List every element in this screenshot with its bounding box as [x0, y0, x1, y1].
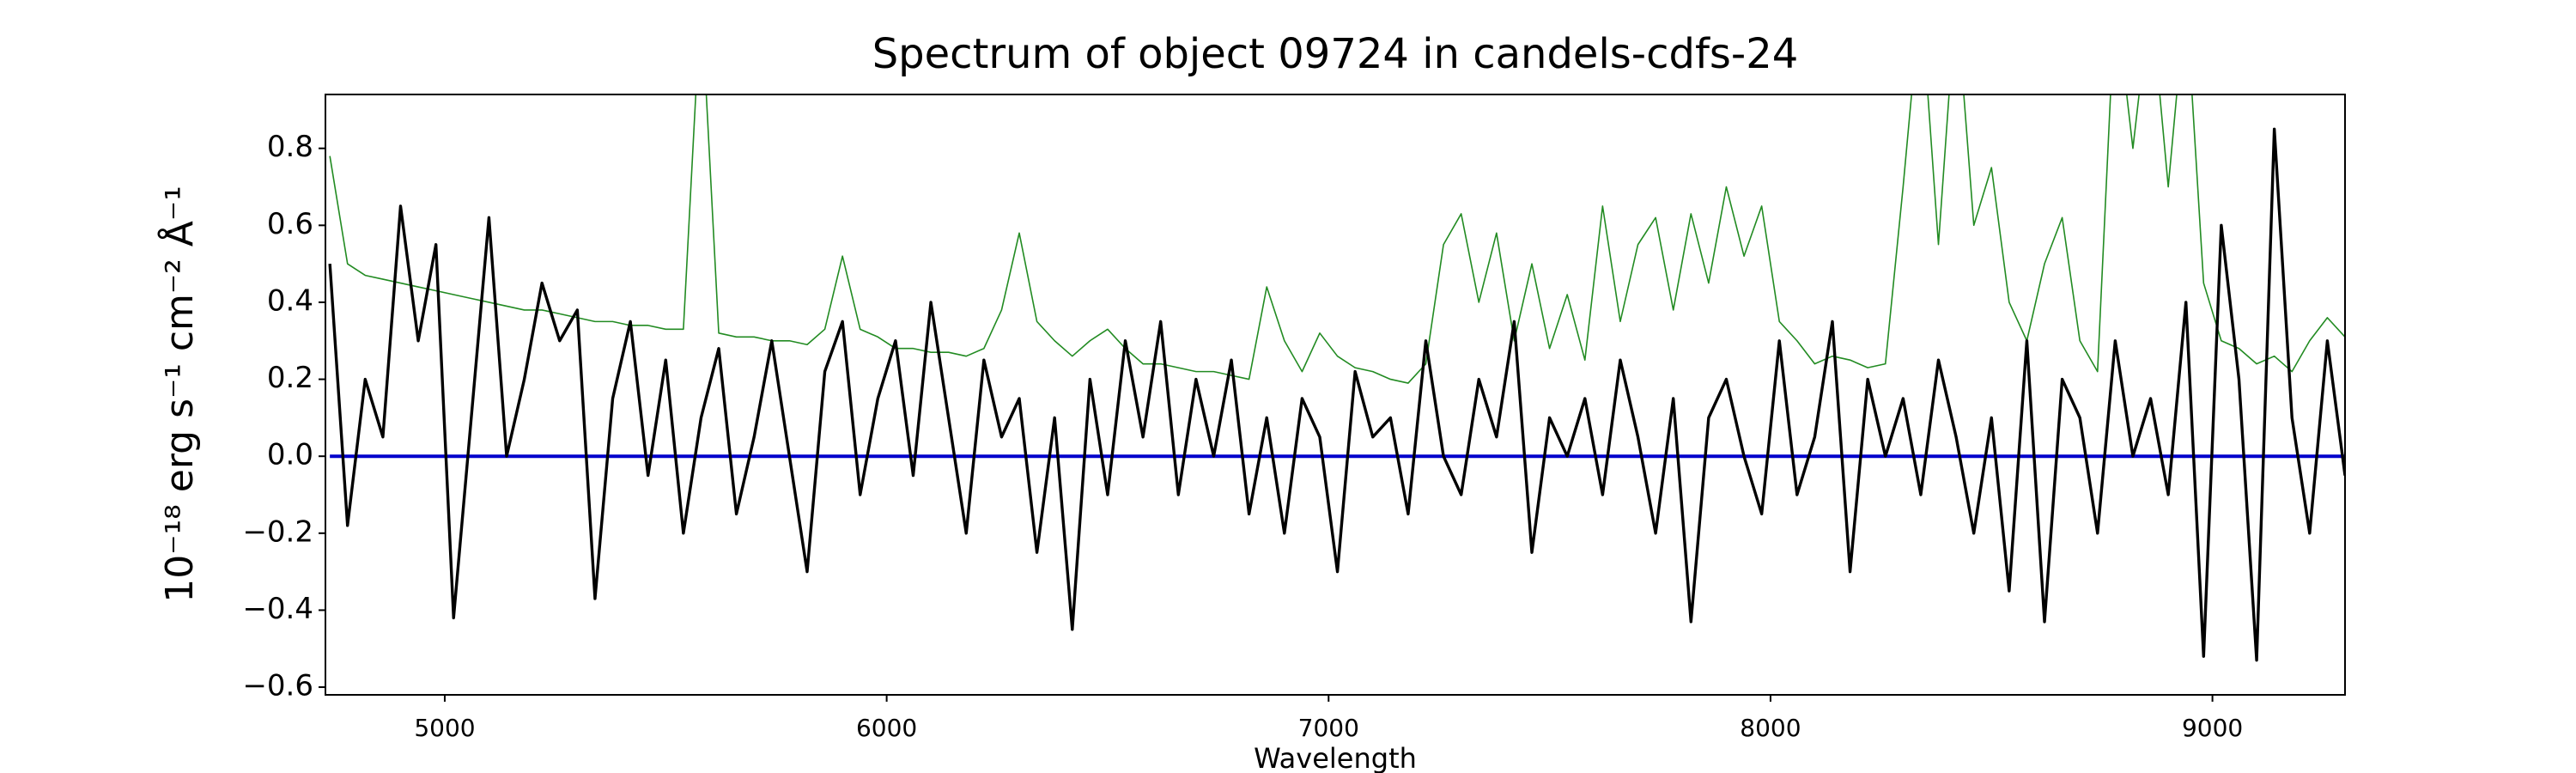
y-tick-label: 0.0	[267, 438, 313, 472]
y-tick-label: 0.6	[267, 207, 313, 241]
y-axis-label: 10⁻¹⁸ erg s⁻¹ cm⁻² Å⁻¹	[156, 186, 202, 602]
y-tick-label: −0.4	[242, 592, 313, 626]
x-axis-label: Wavelength	[1254, 742, 1417, 773]
x-tick-label: 7000	[1298, 714, 1359, 742]
x-tick-label: 9000	[2182, 714, 2243, 742]
x-tick-label: 8000	[1740, 714, 1801, 742]
x-tick-label: 6000	[856, 714, 917, 742]
y-tick-label: 0.8	[267, 130, 313, 164]
y-tick-label: 0.4	[267, 283, 313, 318]
y-tick-label: −0.6	[242, 669, 313, 703]
series-line	[329, 94, 2345, 384]
axes-frame	[325, 94, 2346, 696]
series-line	[328, 127, 2345, 662]
plot-area	[328, 94, 2345, 662]
chart-title: Spectrum of object 09724 in candels-cdfs…	[872, 30, 1799, 78]
x-tick-label: 5000	[414, 714, 475, 742]
y-tick-label: −0.2	[242, 514, 313, 549]
y-tick-label: 0.2	[267, 361, 313, 395]
